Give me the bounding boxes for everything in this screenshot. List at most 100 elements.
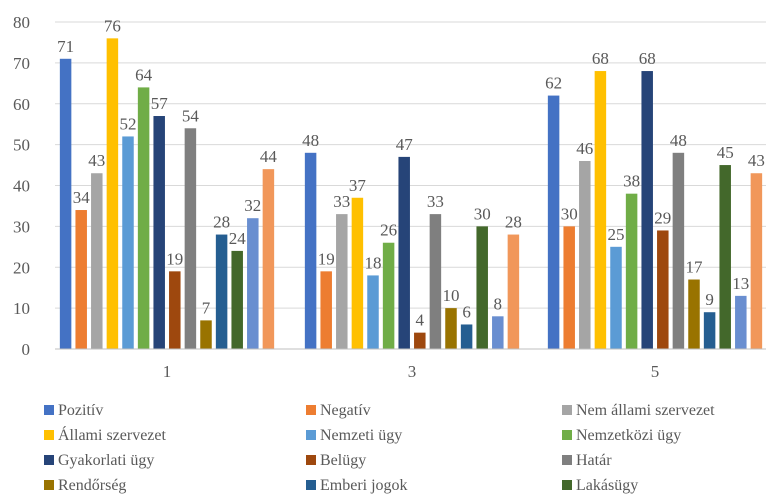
legend: Pozitív Negatív Nem állami szervezet Állami… (44, 402, 715, 494)
y-tick-label: 30 (13, 217, 30, 236)
bar (610, 246, 622, 349)
data-label: 76 (104, 16, 121, 35)
legend-label: Pozitív (58, 402, 103, 419)
legend-swatch (44, 455, 54, 465)
data-label: 64 (135, 65, 153, 84)
bar (625, 193, 638, 349)
data-label: 25 (608, 225, 625, 244)
x-axis: 1 3 5 (55, 348, 766, 381)
bar (445, 308, 457, 349)
data-label: 44 (260, 147, 278, 166)
bar (414, 332, 426, 349)
data-label: 4 (416, 311, 425, 330)
bar (688, 279, 700, 349)
data-label: 13 (732, 274, 749, 293)
legend-swatch (562, 455, 572, 465)
data-label: 46 (576, 139, 593, 158)
bar (215, 234, 228, 349)
bar (137, 87, 150, 350)
data-label: 48 (670, 131, 687, 150)
bars (59, 38, 763, 350)
data-label: 32 (244, 196, 261, 215)
data-label: 17 (686, 258, 704, 277)
legend-label: Nem állami szervezet (576, 402, 715, 419)
legend-label: Határ (576, 452, 612, 469)
legend-swatch (44, 480, 54, 490)
x-tick-label: 3 (408, 362, 417, 381)
data-label: 28 (505, 213, 522, 232)
bar (262, 169, 275, 349)
legend-swatch (306, 430, 316, 440)
bar (657, 230, 669, 349)
data-label: 38 (623, 172, 640, 191)
bar (547, 95, 560, 349)
data-label: 33 (333, 192, 350, 211)
y-tick-label: 50 (13, 136, 30, 155)
y-tick-label: 40 (13, 177, 30, 196)
legend-swatch (44, 405, 54, 415)
legend-label: Nemzeti ügy (320, 427, 402, 444)
legend-label: Nemzetközi ügy (576, 427, 681, 444)
data-label: 47 (396, 135, 414, 154)
bar (594, 71, 607, 350)
data-label: 8 (494, 294, 503, 313)
legend-swatch (562, 430, 572, 440)
legend-label: Negatív (320, 402, 371, 419)
bar (184, 128, 197, 349)
bar (476, 226, 488, 349)
y-axis: 0 10 20 30 40 50 60 70 80 (13, 13, 30, 359)
bar (382, 242, 395, 349)
bar (351, 197, 364, 349)
data-label: 33 (427, 192, 444, 211)
bar (492, 316, 504, 349)
data-label: 57 (151, 94, 169, 113)
x-tick-label: 1 (163, 362, 172, 381)
y-tick-label: 20 (13, 258, 30, 277)
bar (750, 173, 763, 349)
bar (735, 295, 747, 349)
bar (169, 271, 181, 349)
bar (200, 320, 212, 349)
legend-label: Belügy (320, 452, 366, 469)
data-label: 29 (654, 208, 671, 227)
y-tick-label: 60 (13, 95, 30, 114)
data-label: 24 (229, 229, 247, 248)
bar (247, 218, 259, 349)
bar (460, 324, 473, 349)
data-label: 45 (717, 143, 734, 162)
data-label: 26 (380, 221, 397, 240)
data-label: 52 (120, 114, 137, 133)
legend-label: Lakásügy (576, 477, 638, 494)
data-labels: 7148623419304333467637685218256426385747… (57, 16, 765, 329)
bar (91, 173, 103, 349)
legend-label: Állami szervezet (58, 425, 167, 444)
bar (59, 58, 72, 349)
bar (320, 271, 332, 349)
bar (75, 210, 87, 349)
y-tick-label: 0 (22, 340, 31, 359)
data-label: 9 (705, 290, 714, 309)
legend-swatch (562, 480, 572, 490)
data-label: 28 (213, 213, 230, 232)
legend-label: Rendőrség (58, 477, 126, 494)
data-label: 37 (349, 176, 367, 195)
legend-swatch (306, 480, 316, 490)
y-tick-label: 80 (13, 13, 30, 32)
bar (672, 152, 685, 349)
bar (507, 234, 520, 349)
data-label: 30 (561, 204, 578, 223)
data-label: 68 (592, 49, 609, 68)
data-label: 54 (182, 106, 200, 125)
bar (231, 250, 243, 349)
data-label: 7 (202, 298, 211, 317)
bar (367, 275, 379, 349)
data-label: 43 (748, 151, 765, 170)
data-label: 68 (639, 49, 656, 68)
bar (304, 152, 317, 349)
legend-swatch (44, 430, 54, 440)
data-label: 10 (443, 286, 460, 305)
data-label: 19 (318, 249, 335, 268)
bar (153, 116, 165, 349)
bar (703, 312, 716, 349)
